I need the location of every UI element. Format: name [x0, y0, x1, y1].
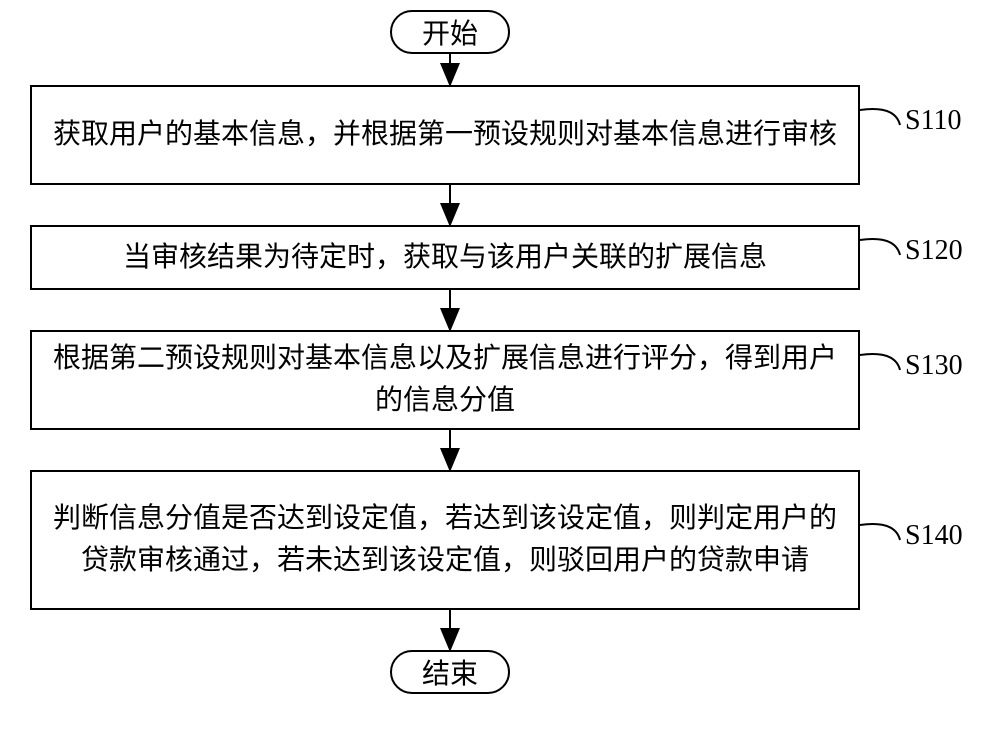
- connector-s130: [860, 354, 900, 370]
- start-terminal: 开始: [390, 10, 510, 54]
- step-label-s110: S110: [905, 105, 962, 137]
- process-s130: 根据第二预设规则对基本信息以及扩展信息进行评分，得到用户的信息分值: [30, 330, 860, 430]
- connector-s110: [860, 109, 900, 125]
- process-s110: 获取用户的基本信息，并根据第一预设规则对基本信息进行审核: [30, 85, 860, 185]
- step-label-s120: S120: [905, 235, 963, 267]
- process-s140-text: 判断信息分值是否达到设定值，若达到该设定值，则判定用户的贷款审核通过，若未达到该…: [52, 498, 838, 582]
- step-label-s140: S140: [905, 520, 963, 552]
- process-s110-text: 获取用户的基本信息，并根据第一预设规则对基本信息进行审核: [53, 114, 837, 156]
- step-label-s130: S130: [905, 350, 963, 382]
- end-terminal: 结束: [390, 650, 510, 694]
- connector-s140: [860, 524, 900, 540]
- end-label: 结束: [422, 652, 478, 692]
- process-s140: 判断信息分值是否达到设定值，若达到该设定值，则判定用户的贷款审核通过，若未达到该…: [30, 470, 860, 610]
- process-s120: 当审核结果为待定时，获取与该用户关联的扩展信息: [30, 225, 860, 290]
- connector-s120: [860, 239, 900, 255]
- process-s120-text: 当审核结果为待定时，获取与该用户关联的扩展信息: [123, 237, 767, 279]
- start-label: 开始: [422, 12, 478, 52]
- process-s130-text: 根据第二预设规则对基本信息以及扩展信息进行评分，得到用户的信息分值: [52, 338, 838, 422]
- flowchart-container: 开始 获取用户的基本信息，并根据第一预设规则对基本信息进行审核 S110 当审核…: [0, 0, 1000, 739]
